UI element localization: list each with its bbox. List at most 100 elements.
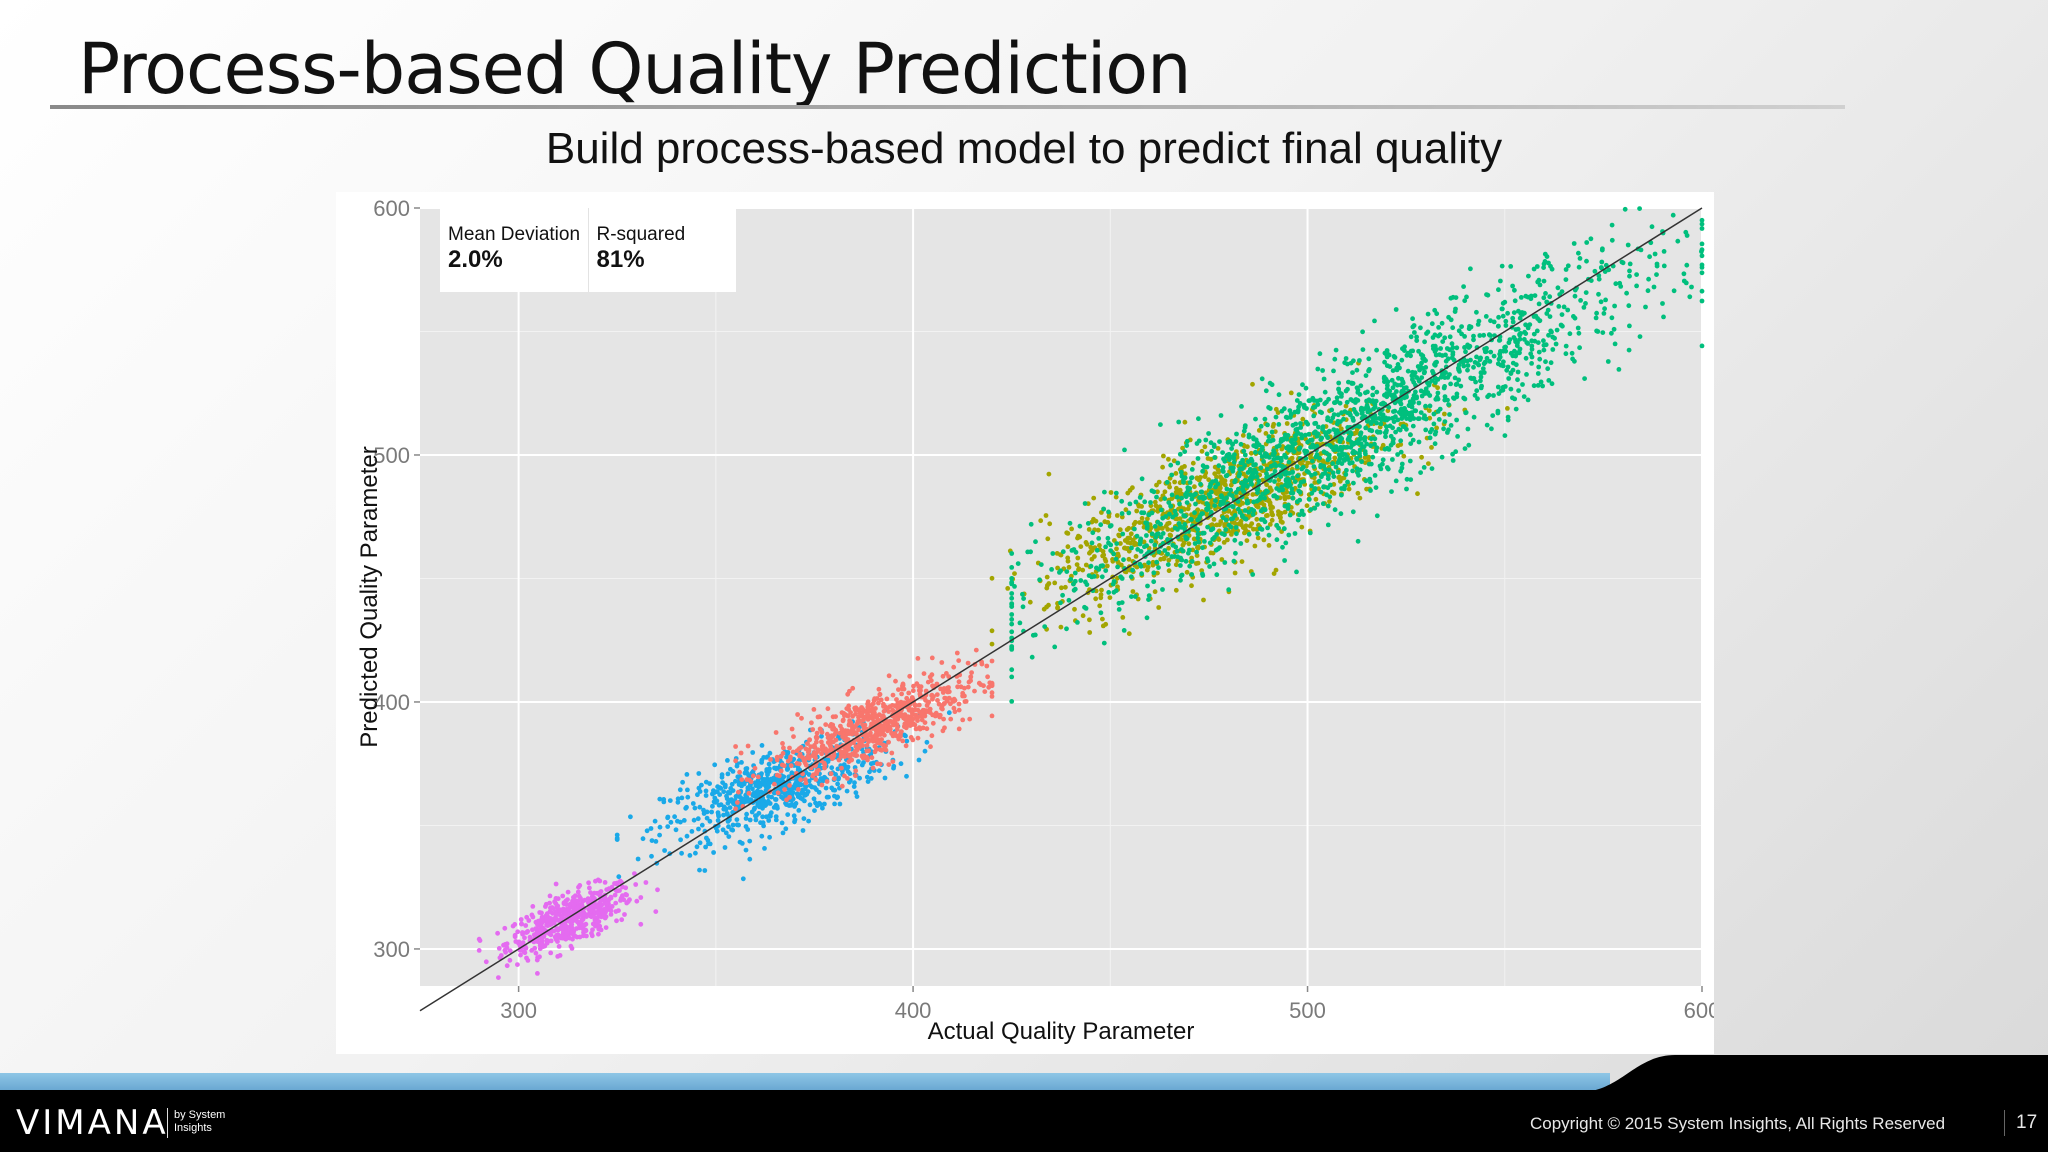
data-point [1156, 605, 1162, 610]
data-point [1234, 531, 1239, 537]
data-point [1364, 486, 1369, 492]
data-point [1068, 577, 1074, 582]
data-point [1192, 484, 1197, 490]
data-point [790, 749, 796, 755]
data-point [1262, 507, 1268, 513]
data-point [1465, 363, 1471, 368]
data-point [1314, 443, 1320, 449]
data-point [1148, 500, 1153, 505]
data-point [1432, 375, 1438, 381]
data-point [1200, 511, 1205, 516]
data-point [526, 918, 532, 923]
data-point [1461, 395, 1467, 401]
data-point [1353, 409, 1358, 415]
data-point [1329, 444, 1335, 450]
data-point [1065, 544, 1071, 550]
data-point [918, 684, 924, 690]
data-point [979, 661, 985, 667]
data-point [1167, 511, 1172, 517]
data-point [1240, 433, 1246, 438]
data-point [960, 717, 966, 723]
data-point [1218, 474, 1223, 480]
data-point [1447, 412, 1452, 417]
data-point [1425, 329, 1431, 335]
data-point [779, 794, 784, 800]
data-point [1287, 512, 1293, 518]
footer-stripe [0, 1073, 1610, 1090]
data-point [789, 770, 795, 776]
data-point [989, 628, 995, 634]
data-point [1146, 512, 1152, 518]
data-point [553, 881, 559, 887]
data-point [1385, 383, 1390, 388]
data-point [1374, 429, 1380, 435]
chart-panel: 300400500600300400500600 Actual Quality … [336, 192, 1714, 1054]
data-point [1410, 377, 1415, 382]
x-tick-label: 400 [895, 998, 932, 1023]
data-point [1496, 287, 1501, 293]
data-point [951, 696, 957, 702]
data-point [1038, 518, 1044, 524]
data-point [1548, 360, 1554, 366]
data-point [803, 780, 809, 786]
data-point [1508, 370, 1514, 376]
data-point [1523, 322, 1528, 328]
data-point [1132, 594, 1138, 599]
data-point [736, 789, 741, 795]
data-point [1175, 554, 1181, 560]
data-point [1137, 495, 1143, 500]
data-point [1142, 499, 1148, 505]
data-point [1069, 526, 1074, 532]
data-point [1529, 354, 1535, 360]
data-point [723, 830, 729, 836]
data-point [795, 780, 800, 785]
data-point [1233, 525, 1239, 530]
data-point [1405, 368, 1411, 374]
data-point [476, 948, 482, 953]
data-point [797, 753, 802, 759]
data-point [1329, 407, 1335, 413]
data-point [1195, 456, 1201, 461]
data-point [1120, 615, 1126, 620]
data-point [1138, 539, 1143, 544]
data-point [1520, 382, 1525, 387]
data-point [703, 788, 709, 794]
data-point [1114, 541, 1120, 546]
data-point [814, 730, 820, 736]
data-point [1474, 388, 1480, 394]
data-point [743, 816, 749, 821]
data-point [1174, 494, 1180, 500]
data-point [1430, 335, 1436, 340]
data-point [1320, 424, 1326, 430]
data-point [571, 932, 577, 938]
data-point [1314, 452, 1320, 458]
data-point [1531, 314, 1537, 319]
data-point [1148, 538, 1154, 544]
data-point [1343, 356, 1349, 361]
data-point [1517, 346, 1523, 352]
data-point [1283, 469, 1289, 475]
data-point [1465, 426, 1471, 432]
data-point [1215, 446, 1221, 451]
data-point [1410, 437, 1416, 443]
data-point [547, 909, 553, 914]
data-point [704, 815, 710, 821]
data-point [1399, 357, 1405, 363]
data-point [1452, 375, 1458, 381]
data-point [1195, 531, 1201, 537]
data-point [924, 739, 930, 745]
data-point [1250, 492, 1256, 497]
data-point [856, 759, 861, 764]
data-point [958, 684, 964, 690]
data-point [695, 816, 701, 822]
data-point [1260, 444, 1265, 450]
data-point [1683, 229, 1689, 235]
data-point [1532, 293, 1538, 298]
data-point [1357, 424, 1362, 429]
data-point [1309, 483, 1314, 489]
data-point [865, 757, 870, 763]
data-point [665, 814, 671, 820]
data-point [1176, 521, 1182, 526]
data-point [795, 712, 800, 717]
data-point [1169, 554, 1175, 559]
